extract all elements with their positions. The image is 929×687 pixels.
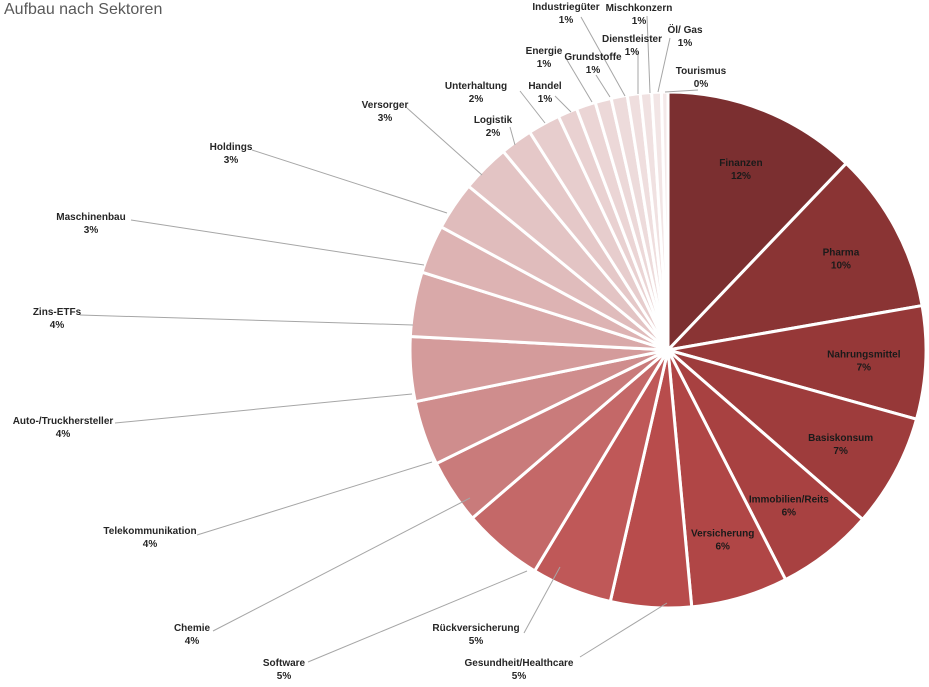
- pie-slice[interactable]: [666, 90, 848, 352]
- leader-line: [79, 314, 414, 326]
- leader-line: [509, 126, 516, 146]
- slice-label: Tourismus: [676, 66, 727, 77]
- leader-line: [307, 570, 528, 663]
- slice-label: Handel: [528, 81, 562, 92]
- pie-slice[interactable]: [666, 348, 919, 521]
- slice-label: Industriegüter: [532, 2, 599, 13]
- slice-label: Logistik: [474, 115, 513, 126]
- slice-percent: 3%: [224, 155, 239, 166]
- slice-label: Zins-ETFs: [33, 307, 82, 318]
- slice-label: Holdings: [210, 142, 253, 153]
- slice-label: Telekommunikation: [103, 526, 196, 537]
- slice-label: Grundstoffe: [564, 52, 622, 63]
- leader-line: [519, 90, 546, 124]
- slice-label: Energie: [526, 46, 563, 57]
- slice-percent: 6%: [782, 507, 797, 518]
- slice-label: Nahrungsmittel: [827, 350, 901, 361]
- leader-line: [657, 37, 671, 93]
- pie-slice[interactable]: [666, 304, 928, 421]
- slice-percent: 1%: [586, 65, 601, 76]
- slice-label: Öl/ Gas: [667, 23, 702, 36]
- slice-label: Rückversicherung: [432, 623, 519, 634]
- slice-percent: 2%: [469, 94, 484, 105]
- slice-percent: 5%: [512, 671, 527, 682]
- slice-percent: 5%: [469, 636, 484, 647]
- slice-percent: 6%: [715, 541, 730, 552]
- slice-percent: 7%: [833, 446, 848, 457]
- leader-line: [114, 393, 413, 424]
- slice-percent: 1%: [678, 38, 693, 49]
- slice-percent: 3%: [378, 113, 393, 124]
- slice-percent: 12%: [731, 171, 751, 182]
- slice-percent: 3%: [84, 225, 99, 236]
- slice-percent: 1%: [538, 94, 553, 105]
- slice-label: Unterhaltung: [445, 81, 507, 92]
- slice-percent: 10%: [831, 261, 851, 272]
- slice-percent: 4%: [185, 636, 200, 647]
- slice-percent: 4%: [143, 539, 158, 550]
- leader-line: [664, 89, 699, 93]
- slice-percent: 1%: [632, 16, 647, 27]
- leader-line: [595, 74, 611, 98]
- slice-label: Auto-/Truckhersteller: [13, 416, 114, 427]
- pie-slice[interactable]: [666, 161, 924, 352]
- slice-percent: 1%: [537, 59, 552, 70]
- slice-label: Immobilien/Reits: [749, 494, 829, 505]
- leader-line: [251, 149, 448, 214]
- leader-line: [646, 15, 651, 94]
- slice-percent: 7%: [857, 363, 872, 374]
- slice-label: Versorger: [362, 100, 409, 111]
- slice-percent: 1%: [559, 15, 574, 26]
- leader-line: [566, 59, 593, 103]
- leader-line: [196, 461, 433, 536]
- leader-line: [579, 602, 668, 658]
- slice-percent: 5%: [277, 671, 292, 682]
- slice-label: Pharma: [823, 248, 860, 259]
- leader-line: [130, 219, 425, 266]
- leader-line: [554, 95, 572, 113]
- slice-percent: 1%: [625, 47, 640, 58]
- slice-label: Mischkonzern: [606, 3, 673, 14]
- leader-line: [523, 566, 561, 634]
- slice-label: Gesundheit/Healthcare: [465, 658, 574, 669]
- slice-label: Dienstleister: [602, 34, 662, 45]
- slice-label: Basiskonsum: [808, 433, 873, 444]
- slice-percent: 0%: [694, 79, 709, 90]
- slice-label: Finanzen: [719, 158, 762, 169]
- slice-label: Chemie: [174, 623, 211, 634]
- slice-label: Versicherung: [691, 528, 754, 539]
- slice-label: Software: [263, 658, 306, 669]
- slice-label: Maschinenbau: [56, 212, 125, 223]
- leader-line: [580, 16, 626, 97]
- slice-percent: 4%: [50, 320, 65, 331]
- slice-percent: 2%: [486, 128, 501, 139]
- chart-title: Aufbau nach Sektoren: [4, 1, 163, 18]
- leader-line: [406, 107, 483, 176]
- leader-line: [212, 497, 471, 632]
- slice-percent: 4%: [56, 429, 71, 440]
